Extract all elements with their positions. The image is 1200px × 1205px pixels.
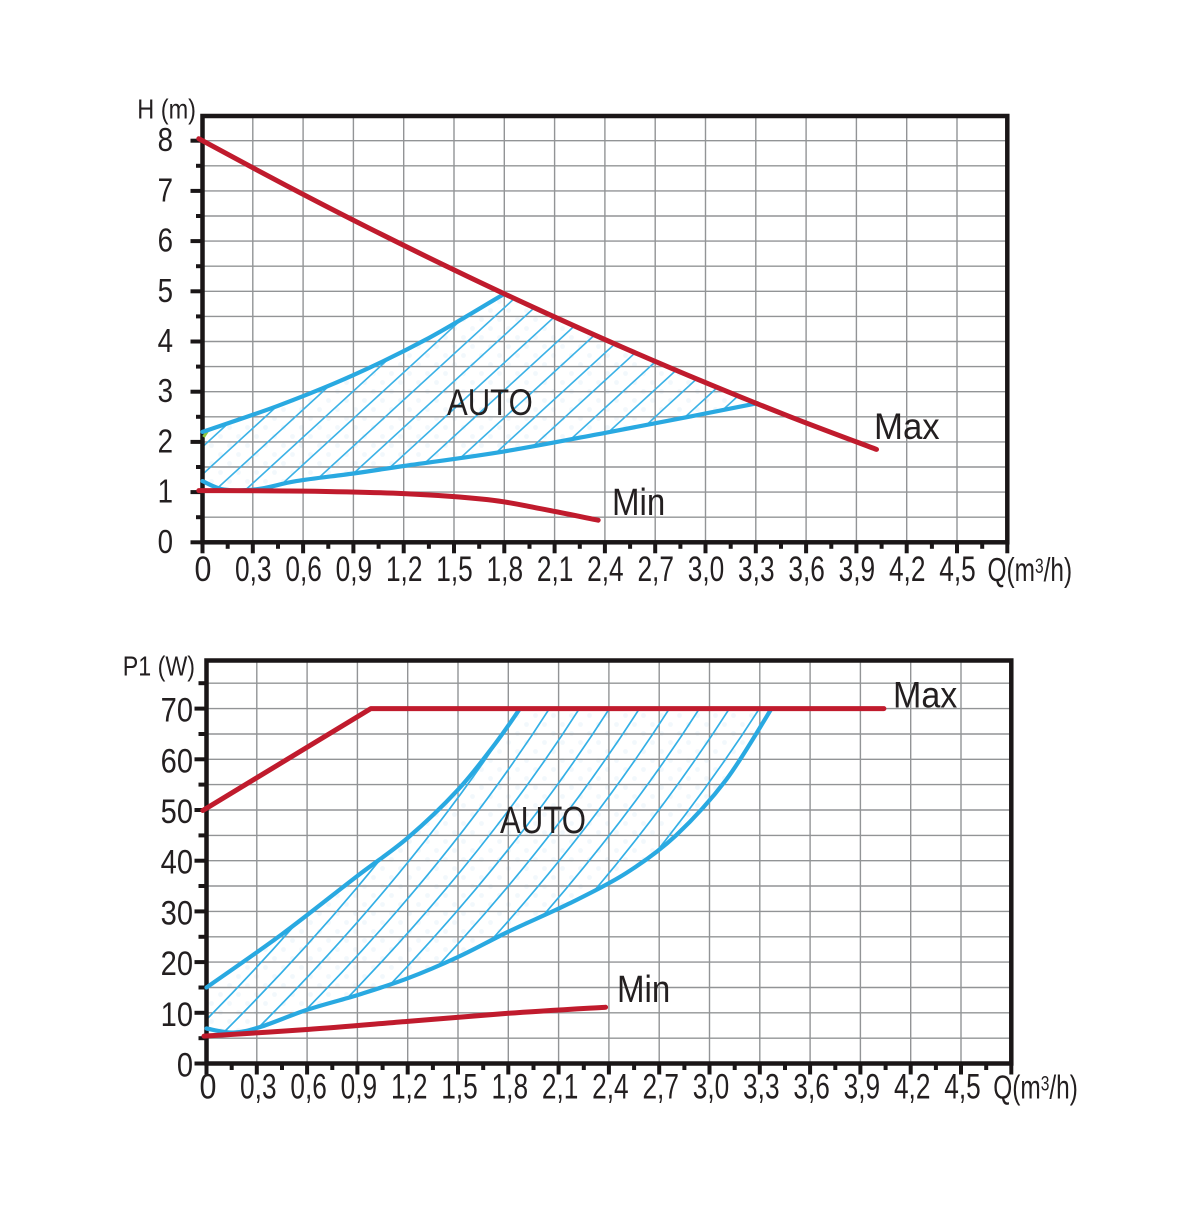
svg-text:0: 0: [177, 1045, 193, 1084]
svg-text:2,7: 2,7: [642, 1067, 678, 1107]
svg-text:2,1: 2,1: [537, 549, 573, 589]
svg-text:Q(m3/h): Q(m3/h): [988, 552, 1073, 588]
svg-text:H (m): H (m): [137, 94, 196, 124]
svg-text:60: 60: [161, 741, 193, 780]
svg-text:Min: Min: [617, 968, 670, 1011]
svg-text:3,9: 3,9: [844, 1067, 880, 1107]
svg-text:0: 0: [158, 524, 173, 561]
svg-text:8: 8: [158, 122, 173, 159]
svg-text:2,1: 2,1: [542, 1067, 578, 1107]
svg-text:0,6: 0,6: [290, 1067, 326, 1107]
svg-text:4: 4: [158, 323, 173, 360]
svg-text:3,0: 3,0: [688, 549, 724, 589]
svg-text:3,6: 3,6: [788, 549, 824, 589]
svg-text:3,0: 3,0: [693, 1067, 729, 1107]
svg-text:40: 40: [161, 843, 193, 882]
svg-text:5: 5: [158, 273, 173, 310]
svg-text:0: 0: [200, 1066, 217, 1105]
svg-text:3,3: 3,3: [738, 549, 774, 589]
svg-text:1,5: 1,5: [441, 1067, 477, 1107]
svg-text:Max: Max: [874, 406, 940, 447]
svg-text:Max: Max: [893, 674, 958, 716]
svg-text:6: 6: [158, 222, 173, 259]
svg-text:10: 10: [161, 995, 193, 1034]
svg-text:Min: Min: [612, 481, 665, 524]
svg-text:4,5: 4,5: [944, 1067, 980, 1107]
svg-text:1,8: 1,8: [492, 1067, 528, 1107]
svg-text:2,4: 2,4: [587, 549, 623, 589]
svg-text:50: 50: [161, 792, 193, 831]
svg-text:0,9: 0,9: [341, 1067, 377, 1107]
svg-text:3,9: 3,9: [839, 549, 875, 589]
svg-text:20: 20: [161, 944, 193, 983]
svg-text:7: 7: [158, 172, 173, 209]
svg-text:4,5: 4,5: [939, 549, 975, 589]
svg-text:2,4: 2,4: [592, 1067, 628, 1107]
svg-text:AUTO: AUTO: [500, 800, 586, 842]
svg-text:1,2: 1,2: [386, 549, 422, 589]
svg-text:2: 2: [158, 423, 173, 460]
svg-text:3,6: 3,6: [793, 1067, 829, 1107]
svg-text:0,9: 0,9: [336, 549, 372, 589]
svg-text:4,2: 4,2: [889, 549, 925, 589]
svg-text:0,3: 0,3: [235, 549, 271, 589]
svg-text:0: 0: [195, 549, 212, 588]
svg-text:4,2: 4,2: [894, 1067, 930, 1107]
svg-text:0,3: 0,3: [240, 1067, 276, 1107]
svg-text:70: 70: [161, 690, 193, 729]
svg-text:1,2: 1,2: [391, 1067, 427, 1107]
svg-text:3: 3: [158, 373, 173, 410]
svg-text:1,5: 1,5: [436, 549, 472, 589]
svg-text:3,3: 3,3: [743, 1067, 779, 1107]
svg-text:2,7: 2,7: [637, 549, 673, 589]
svg-text:30: 30: [161, 893, 193, 932]
svg-text:AUTO: AUTO: [447, 383, 533, 424]
svg-text:P1 (W): P1 (W): [123, 651, 195, 681]
svg-text:0,6: 0,6: [285, 549, 321, 589]
svg-text:1,8: 1,8: [487, 549, 523, 589]
svg-text:1: 1: [158, 473, 173, 510]
svg-text:Q(m3/h): Q(m3/h): [993, 1070, 1078, 1106]
